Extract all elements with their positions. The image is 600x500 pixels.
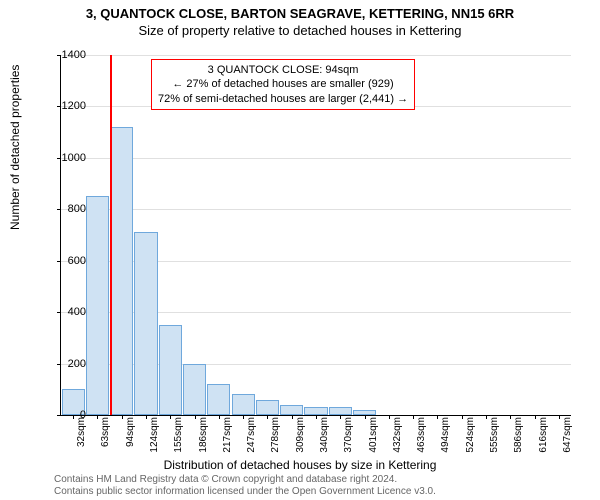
xtick-label: 647sqm — [562, 417, 573, 453]
info-box: 3 QUANTOCK CLOSE: 94sqm← 27% of detached… — [151, 59, 415, 110]
xtick-mark — [146, 415, 147, 419]
xtick-mark — [195, 415, 196, 419]
gridline — [61, 158, 571, 159]
xtick-label: 32sqm — [76, 417, 87, 447]
info-line3: 72% of semi-detached houses are larger (… — [158, 92, 408, 106]
ytick-label: 1400 — [46, 49, 86, 61]
xtick-label: 217sqm — [222, 417, 233, 453]
ytick-label: 600 — [46, 255, 86, 267]
gridline — [61, 209, 571, 210]
xtick-label: 586sqm — [513, 417, 524, 453]
histogram-bar — [110, 127, 133, 415]
y-axis-label: Number of detached properties — [8, 65, 22, 230]
ytick-label: 1200 — [46, 100, 86, 112]
footer-line2: Contains public sector information licen… — [54, 486, 436, 498]
page-title: 3, QUANTOCK CLOSE, BARTON SEAGRAVE, KETT… — [0, 0, 600, 21]
xtick-mark — [389, 415, 390, 419]
xtick-label: 278sqm — [270, 417, 281, 453]
page-subtitle: Size of property relative to detached ho… — [0, 21, 600, 38]
x-axis-label: Distribution of detached houses by size … — [0, 458, 600, 472]
xtick-label: 309sqm — [295, 417, 306, 453]
ytick-label: 1000 — [46, 152, 86, 164]
xtick-label: 401sqm — [368, 417, 379, 453]
xtick-mark — [486, 415, 487, 419]
xtick-mark — [510, 415, 511, 419]
gridline — [61, 55, 571, 56]
histogram-bar — [304, 407, 327, 415]
xtick-mark — [413, 415, 414, 419]
xtick-mark — [340, 415, 341, 419]
xtick-mark — [122, 415, 123, 419]
histogram-bar — [329, 407, 352, 415]
xtick-mark — [559, 415, 560, 419]
footer-line1: Contains HM Land Registry data © Crown c… — [54, 474, 436, 486]
ytick-label: 400 — [46, 306, 86, 318]
ytick-label: 0 — [46, 409, 86, 421]
xtick-mark — [292, 415, 293, 419]
xtick-label: 124sqm — [149, 417, 160, 453]
xtick-label: 616sqm — [538, 417, 549, 453]
histogram-bar — [207, 384, 230, 415]
ytick-label: 800 — [46, 203, 86, 215]
histogram-bar — [232, 394, 255, 415]
xtick-label: 94sqm — [125, 417, 136, 447]
info-line2: ← 27% of detached houses are smaller (92… — [158, 77, 408, 91]
xtick-label: 494sqm — [440, 417, 451, 453]
xtick-mark — [316, 415, 317, 419]
xtick-label: 340sqm — [319, 417, 330, 453]
xtick-mark — [97, 415, 98, 419]
xtick-label: 432sqm — [392, 417, 403, 453]
histogram-bar — [280, 405, 303, 415]
xtick-label: 463sqm — [416, 417, 427, 453]
xtick-label: 247sqm — [246, 417, 257, 453]
histogram-bar — [256, 400, 279, 415]
xtick-mark — [170, 415, 171, 419]
histogram-bar — [183, 364, 206, 415]
ytick-label: 200 — [46, 358, 86, 370]
histogram-chart: 32sqm63sqm94sqm124sqm155sqm186sqm217sqm2… — [60, 55, 571, 416]
xtick-mark — [462, 415, 463, 419]
xtick-label: 155sqm — [173, 417, 184, 453]
xtick-mark — [219, 415, 220, 419]
histogram-bar — [159, 325, 182, 415]
xtick-label: 63sqm — [100, 417, 111, 447]
xtick-label: 524sqm — [465, 417, 476, 453]
xtick-mark — [267, 415, 268, 419]
subject-marker-line — [110, 55, 112, 415]
xtick-mark — [535, 415, 536, 419]
xtick-mark — [365, 415, 366, 419]
info-line1: 3 QUANTOCK CLOSE: 94sqm — [158, 63, 408, 77]
xtick-mark — [243, 415, 244, 419]
xtick-mark — [437, 415, 438, 419]
histogram-bar — [134, 232, 157, 415]
xtick-label: 186sqm — [198, 417, 209, 453]
xtick-label: 555sqm — [489, 417, 500, 453]
footer-text: Contains HM Land Registry data © Crown c… — [54, 474, 436, 498]
xtick-label: 370sqm — [343, 417, 354, 453]
histogram-bar — [86, 196, 109, 415]
